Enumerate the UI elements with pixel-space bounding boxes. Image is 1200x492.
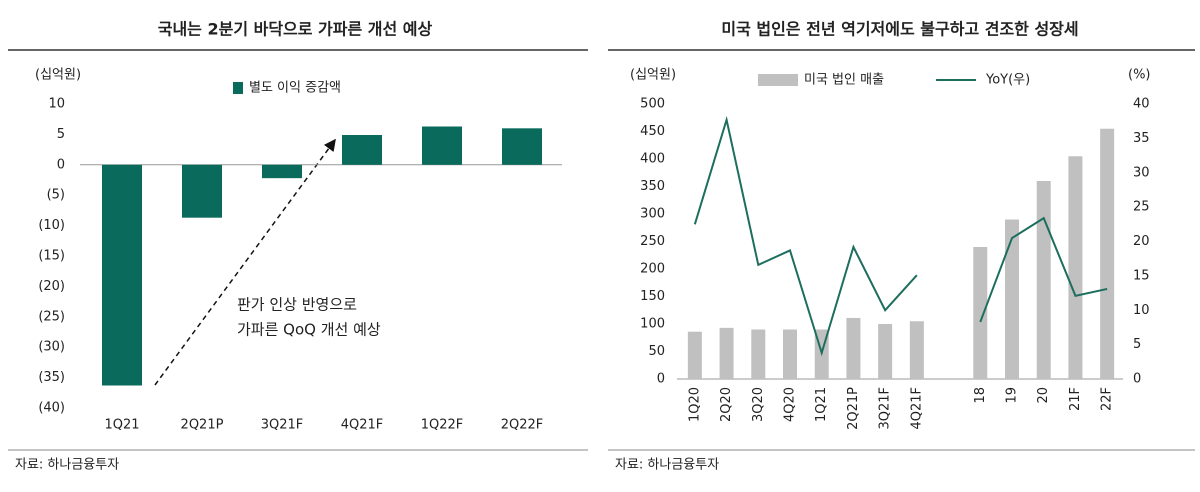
bar: [1036, 181, 1051, 379]
y-tick-label: 350: [640, 179, 665, 194]
y-tick-label: 5: [57, 127, 65, 142]
bar: [1100, 128, 1115, 379]
x-tick-label: 4Q20: [783, 387, 798, 422]
y-tick-label: 300: [640, 207, 665, 222]
legend-swatch: [233, 82, 243, 94]
annotation: 판가 인상 반영으로: [237, 296, 357, 314]
y-tick-label: 150: [640, 289, 665, 304]
legend-label: 미국 법인 매출: [804, 73, 884, 88]
x-tick-label: 3Q20: [751, 387, 766, 422]
y-tick-label: (10): [38, 218, 65, 233]
bar: [1005, 219, 1019, 379]
bar: [687, 331, 702, 379]
legend-label: 별도 이익 증감액: [249, 81, 341, 96]
y-axis-unit: (십억원): [35, 68, 81, 83]
y-tick-label: (15): [38, 249, 65, 264]
x-tick-label: 1Q22F: [421, 418, 464, 433]
y-tick-label: 250: [640, 234, 665, 249]
y-tick-label: (25): [38, 309, 65, 324]
annotation: 가파른 QoQ 개선 예상: [237, 321, 381, 339]
y-tick-label: (20): [38, 279, 65, 294]
y-tick-label: 50: [648, 344, 665, 359]
x-tick-label: 2Q20: [719, 387, 734, 422]
x-tick-label: 4Q21F: [341, 418, 384, 433]
y-tick-label: 450: [640, 124, 665, 139]
bar: [751, 329, 766, 379]
y-tick-label: (30): [38, 340, 65, 355]
y2-tick-label: 30: [1133, 165, 1150, 180]
y2-tick-label: 20: [1133, 234, 1150, 249]
source: 자료: 하나금융투자: [615, 458, 719, 473]
y-tick-label: 400: [640, 152, 665, 167]
y2-tick-label: 15: [1133, 268, 1150, 283]
y2-tick-label: 25: [1133, 200, 1150, 215]
bar: [182, 164, 222, 218]
bar: [342, 135, 382, 165]
legend-label: YoY(우): [985, 73, 1030, 88]
chart-title: 미국 법인은 전년 역기저에도 불구하고 견조한 성장세: [721, 20, 1078, 39]
bar: [878, 324, 893, 379]
bar: [973, 247, 988, 379]
y-tick-label: (40): [38, 401, 65, 416]
arrow: [154, 138, 336, 386]
y2-axis-unit: (%): [1128, 68, 1151, 83]
y-tick-label: (5): [47, 188, 65, 203]
chart-title: 국내는 2분기 바닥으로 가파른 개선 예상: [158, 20, 433, 39]
bar: [846, 317, 861, 379]
x-tick-label: 20: [1036, 387, 1051, 404]
x-tick-label: 1Q21: [104, 418, 139, 433]
x-tick-label: 1Q20: [687, 387, 702, 422]
bar: [909, 321, 924, 379]
x-tick-label: 18: [973, 387, 988, 404]
y2-tick-label: 40: [1133, 97, 1150, 112]
x-tick-label: 22F: [1100, 387, 1115, 411]
y-tick-label: 0: [57, 157, 65, 172]
y2-tick-label: 10: [1133, 303, 1150, 318]
bar: [502, 128, 542, 165]
x-tick-label: 1Q21: [814, 387, 829, 422]
x-tick-label: 2Q21P: [181, 418, 224, 433]
x-tick-label: 4Q21F: [909, 387, 924, 430]
bar: [422, 126, 462, 165]
y-tick-label: 10: [48, 97, 65, 112]
source: 자료: 하나금융투자: [15, 458, 119, 473]
y-tick-label: 200: [640, 262, 665, 277]
bar: [1068, 156, 1083, 379]
x-tick-label: 21F: [1068, 387, 1083, 411]
y2-tick-label: 0: [1133, 372, 1141, 387]
y-tick-label: 500: [640, 97, 665, 112]
y-tick-label: 100: [640, 317, 665, 332]
bar: [719, 327, 734, 379]
y2-tick-label: 5: [1133, 337, 1141, 352]
bar: [783, 329, 797, 379]
x-tick-label: 3Q21F: [878, 387, 893, 430]
y-axis-unit: (십억원): [630, 68, 676, 83]
x-tick-label: 3Q21F: [261, 418, 304, 433]
x-tick-label: 19: [1005, 387, 1020, 404]
y-tick-label: 0: [657, 372, 665, 387]
y-tick-label: (35): [38, 370, 65, 385]
bar: [102, 164, 142, 386]
legend-swatch: [758, 74, 798, 86]
x-tick-label: 2Q21P: [846, 387, 861, 430]
x-tick-label: 2Q22F: [501, 418, 544, 433]
y2-tick-label: 35: [1133, 131, 1150, 146]
bar: [262, 164, 302, 179]
line: [693, 115, 1108, 357]
